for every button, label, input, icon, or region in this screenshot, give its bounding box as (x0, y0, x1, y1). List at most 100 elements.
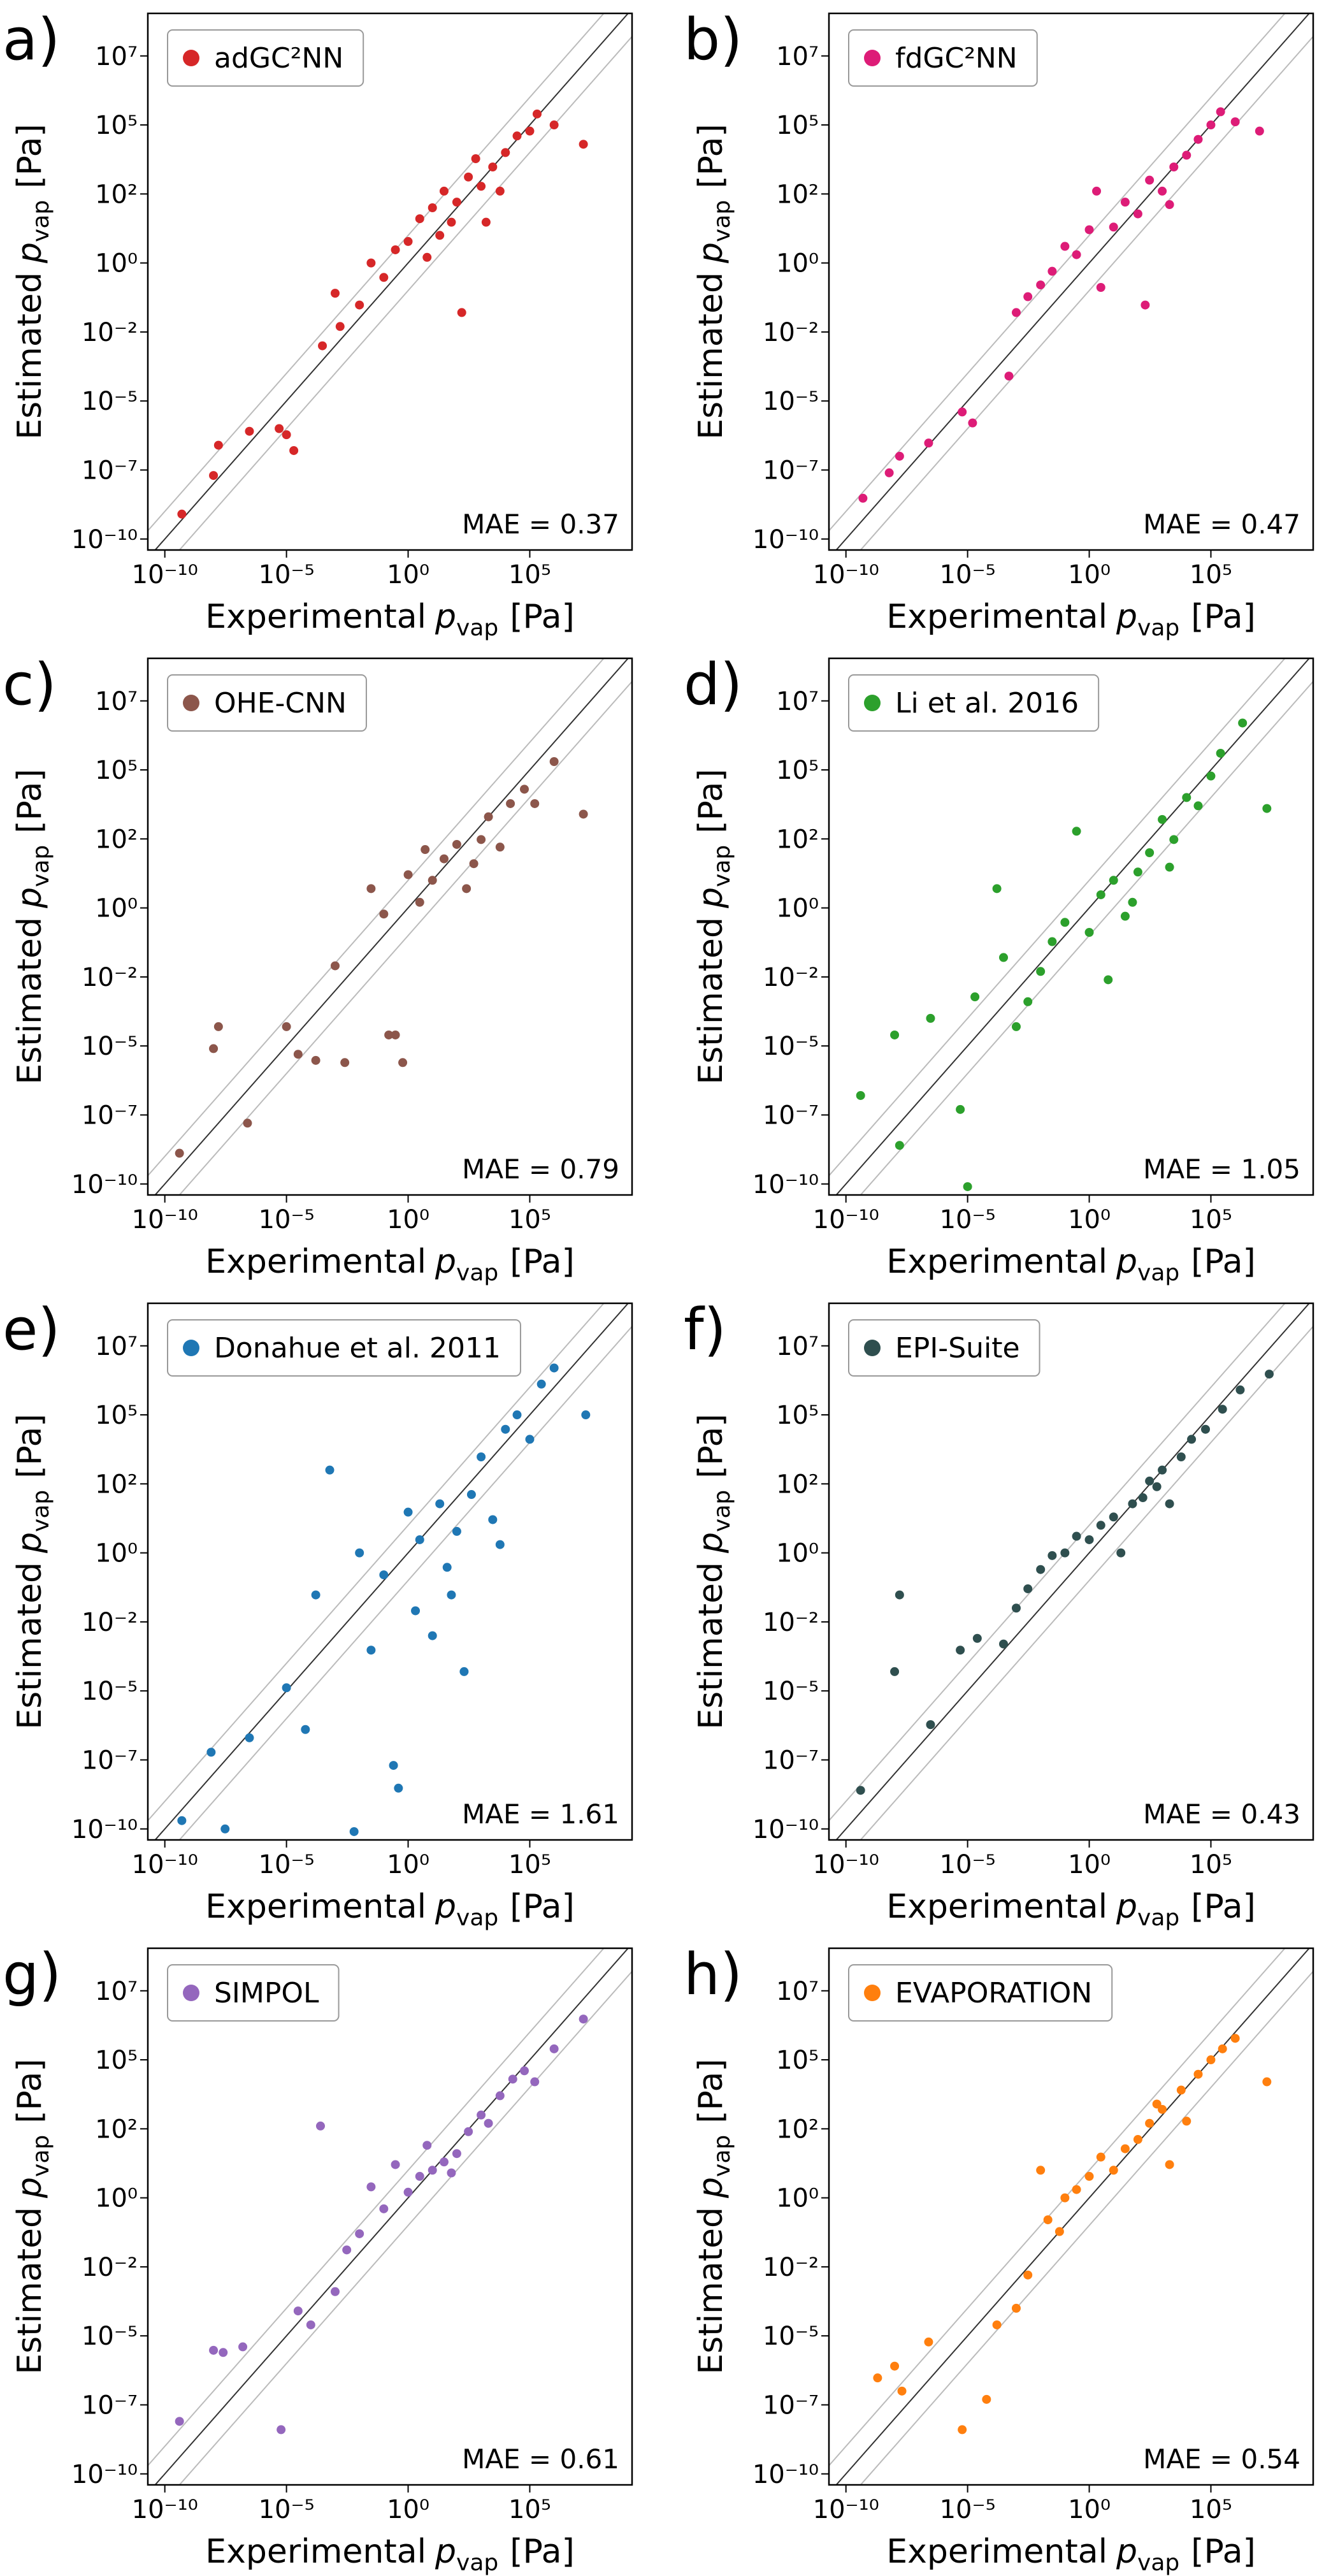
point (1060, 918, 1070, 927)
ylabel-text: Estimated (11, 272, 49, 440)
panel-label: c) (3, 651, 57, 718)
xlabel: Experimental pvap [Pa] (205, 2533, 574, 2576)
point (340, 1058, 350, 1067)
point (220, 1824, 230, 1834)
point (884, 468, 894, 477)
point (1200, 1424, 1210, 1434)
reference-line (860, 1970, 1313, 2485)
point (422, 252, 432, 262)
point (579, 809, 588, 819)
point (442, 1563, 452, 1572)
x-tick-label: 10⁵ (508, 1205, 551, 1234)
y-tick-label: 10⁰ (95, 1539, 138, 1568)
point (318, 341, 327, 351)
point (415, 897, 424, 907)
point (1133, 867, 1142, 877)
point (1206, 2055, 1216, 2065)
x-tick-label: 10⁰ (387, 560, 429, 590)
xlabel-text: Experimental (886, 598, 1107, 636)
point (1072, 1531, 1081, 1541)
point (1072, 2185, 1081, 2194)
point (992, 2320, 1002, 2329)
x-tick-label: 10⁻¹⁰ (813, 1850, 879, 1879)
legend-box (848, 29, 1038, 87)
legend-label: EVAPORATION (895, 1977, 1092, 2009)
point (1158, 186, 1167, 196)
point (968, 418, 977, 428)
point (428, 203, 437, 212)
point (379, 1570, 389, 1580)
y-tick-label: 10⁵ (95, 1401, 138, 1430)
point (484, 812, 493, 821)
point (477, 182, 486, 191)
ylabel-unit: [Pa] (692, 2059, 730, 2123)
ylabel-symbol: p (11, 887, 49, 909)
point (428, 1631, 437, 1640)
y-tick-label: 10⁵ (776, 111, 819, 140)
x-tick-label: 10⁰ (387, 2495, 429, 2524)
point (512, 131, 522, 141)
xlabel-symbol: p (435, 1243, 456, 1281)
y-tick-label: 10⁵ (95, 111, 138, 140)
point (452, 1526, 461, 1536)
axes-frame (147, 657, 633, 1196)
point (1011, 308, 1021, 317)
point (1165, 1499, 1174, 1509)
y-tick-label: 10² (776, 825, 819, 854)
point (488, 1515, 498, 1524)
y-tick-label: 10⁻² (82, 2253, 138, 2282)
point (1072, 250, 1081, 259)
ylabel-subscript: vap (28, 200, 54, 242)
y-tick-label: 10⁵ (776, 2046, 819, 2075)
point (890, 1030, 900, 1039)
point (1165, 2160, 1174, 2169)
legend: EVAPORATION (848, 1964, 1113, 2022)
point (1145, 175, 1155, 185)
ylabel: Estimated pvap [Pa] (11, 1414, 54, 1729)
point (415, 214, 424, 224)
xlabel-text: Experimental (886, 1243, 1107, 1281)
point (481, 217, 491, 227)
point (1218, 2044, 1227, 2053)
y-tick-label: 10⁷ (776, 687, 819, 716)
y-tick-label: 10⁰ (776, 2184, 819, 2213)
reference-line (178, 35, 632, 550)
point (213, 440, 223, 450)
point (488, 163, 498, 172)
point (536, 1379, 546, 1389)
point (1043, 2215, 1053, 2225)
point (1128, 897, 1137, 907)
plot-area (829, 13, 1313, 550)
point (895, 1590, 904, 1600)
point (389, 1761, 398, 1770)
xlabel-subscript: vap (456, 1905, 498, 1931)
y-tick-label: 10⁰ (776, 894, 819, 923)
point (330, 961, 340, 971)
panel-label: a) (3, 6, 60, 73)
point (549, 1363, 559, 1373)
y-tick-label: 10⁰ (95, 2184, 138, 2213)
y-tick-label: 10⁰ (776, 1539, 819, 1568)
panel-label: h) (684, 1941, 742, 2008)
legend-marker (183, 1340, 199, 1356)
ylabel-unit: [Pa] (692, 769, 730, 833)
ylabel: Estimated pvap [Pa] (692, 2059, 735, 2374)
plot-area (148, 1948, 632, 2485)
point (1116, 1548, 1126, 1558)
point (525, 126, 535, 136)
ylabel-symbol: p (11, 2177, 49, 2199)
point (1193, 2069, 1203, 2079)
plot-area (148, 1303, 632, 1840)
point (209, 1044, 219, 1053)
point (1152, 1482, 1162, 1491)
y-tick-label: 10⁻⁵ (763, 387, 819, 416)
y-tick-label: 10⁻⁵ (763, 1677, 819, 1706)
legend-label: fdGC²NN (895, 42, 1018, 75)
annotation: MAE = 0.37 (462, 509, 619, 540)
plot-area (829, 658, 1313, 1195)
point (1011, 1603, 1021, 1613)
point (471, 154, 480, 163)
ylabel-text: Estimated (11, 1562, 49, 1730)
legend-box (848, 674, 1100, 732)
point (379, 2204, 389, 2213)
